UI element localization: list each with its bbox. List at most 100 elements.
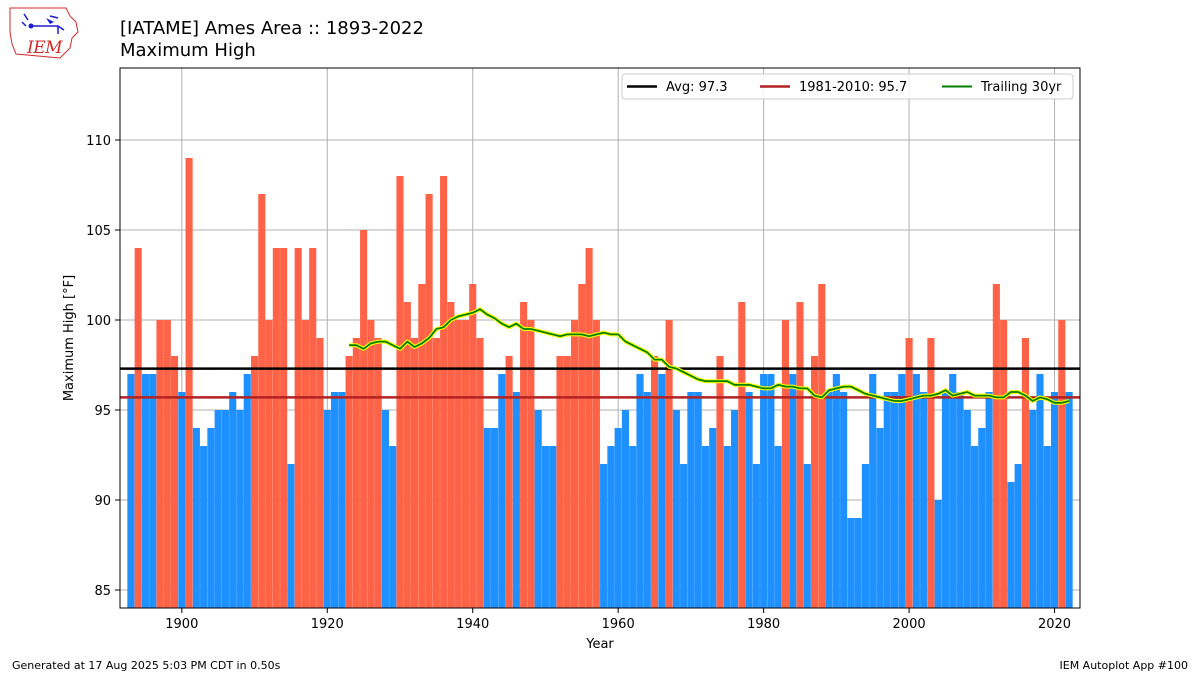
y-tick-label: 105: [86, 224, 111, 239]
bar-1967: [665, 320, 673, 608]
bar-2004: [934, 500, 942, 608]
bar-1896: [149, 374, 157, 608]
bar-1971: [694, 392, 702, 608]
bar-1946: [512, 392, 520, 608]
bar-1911: [258, 194, 266, 608]
bar-1894: [134, 248, 142, 608]
bar-1942: [483, 428, 491, 608]
y-tick-label: 90: [94, 494, 111, 509]
bar-2001: [912, 374, 920, 608]
bar-1961: [621, 410, 630, 608]
plot-frame: [119, 67, 1081, 609]
legend: Avg: 97.3 1981-2010: 95.7 Trailing 30yr: [621, 73, 1074, 100]
bar-1906: [221, 410, 230, 608]
bar-2002: [920, 392, 928, 608]
bar-1981: [767, 374, 775, 608]
bar-2000: [905, 338, 913, 608]
bar-1962: [629, 446, 637, 608]
bar-1988: [818, 284, 826, 608]
y-tick-label: 110: [86, 134, 111, 149]
bar-1928: [381, 410, 390, 608]
bar-1999: [898, 374, 906, 608]
bar-2015: [1014, 464, 1022, 608]
bar-1901: [185, 158, 193, 608]
legend-trailing-label: Trailing 30yr: [980, 80, 1062, 95]
bar-1923: [345, 356, 353, 608]
bar-1985: [796, 302, 804, 608]
bar-1938: [454, 320, 462, 608]
x-tick-label: 1920: [311, 617, 344, 632]
x-tick-label: 1960: [602, 617, 635, 632]
bar-1995: [869, 374, 877, 608]
bar-1966: [658, 374, 666, 608]
bar-1993: [854, 518, 862, 608]
bar-1949: [534, 410, 542, 608]
bar-1904: [207, 428, 215, 608]
bar-1934: [425, 194, 433, 608]
footer-generated: Generated at 17 Aug 2025 5:03 PM CDT in …: [12, 659, 281, 672]
bar-1915: [287, 464, 295, 608]
bar-1916: [294, 248, 302, 608]
bar-1945: [505, 356, 513, 608]
bar-1975: [723, 446, 731, 608]
iowa-map-icon: [9, 7, 79, 59]
bar-1997: [883, 392, 891, 608]
bar-1980: [760, 374, 768, 608]
bar-1964: [643, 392, 651, 608]
bar-1972: [701, 446, 710, 608]
bar-1990: [832, 374, 840, 608]
bar-1912: [265, 320, 273, 608]
bar-1932: [410, 338, 419, 608]
bar-1986: [803, 464, 811, 608]
bar-2019: [1043, 446, 1051, 608]
bar-1996: [876, 428, 884, 608]
x-tick-label: 2020: [1038, 617, 1071, 632]
bar-1895: [141, 374, 150, 608]
bar-1947: [520, 302, 528, 608]
chart-subtitle: Maximum High: [120, 40, 256, 61]
y-tick-label: 85: [94, 584, 111, 599]
bar-1907: [229, 392, 237, 608]
bar-1924: [352, 338, 360, 608]
bar-1992: [847, 518, 855, 608]
legend-normal-label: 1981-2010: 95.7: [799, 80, 907, 95]
bar-1983: [781, 320, 790, 608]
bar-1937: [447, 302, 455, 608]
bar-1933: [418, 284, 426, 608]
bar-1978: [745, 392, 753, 608]
x-tick-label: 1940: [456, 617, 489, 632]
bar-1940: [469, 284, 477, 608]
bar-2012: [992, 284, 1000, 608]
bar-1984: [789, 374, 797, 608]
bar-1930: [396, 176, 404, 608]
bar-1956: [585, 248, 593, 608]
bar-1913: [272, 248, 280, 608]
bar-1920: [323, 410, 331, 608]
bar-1998: [890, 392, 899, 608]
x-tick-label: 1900: [165, 617, 198, 632]
bar-1991: [840, 392, 848, 608]
bar-1898: [163, 320, 171, 608]
bar-1954: [570, 320, 579, 608]
bar-2016: [1021, 338, 1030, 608]
bar-2020: [1050, 392, 1059, 608]
bar-1959: [607, 446, 615, 608]
bar-2010: [978, 428, 986, 608]
bar-1994: [861, 464, 870, 608]
bar-1960: [614, 428, 622, 608]
bar-1948: [527, 320, 535, 608]
bar-1941: [476, 338, 484, 608]
bar-1908: [236, 410, 244, 608]
bar-2018: [1036, 374, 1044, 608]
bar-1925: [360, 230, 368, 608]
reference-lines: [120, 307, 1080, 405]
legend-avg-label: Avg: 97.3: [666, 80, 728, 95]
bar-1902: [192, 428, 200, 608]
bar-2011: [985, 392, 993, 608]
bar-1977: [738, 302, 746, 608]
bar-1929: [389, 446, 397, 608]
y-tick-label: 100: [86, 314, 111, 329]
bar-1953: [563, 356, 571, 608]
chart-title: [IATAME] Ames Area :: 1893-2022: [120, 18, 424, 39]
